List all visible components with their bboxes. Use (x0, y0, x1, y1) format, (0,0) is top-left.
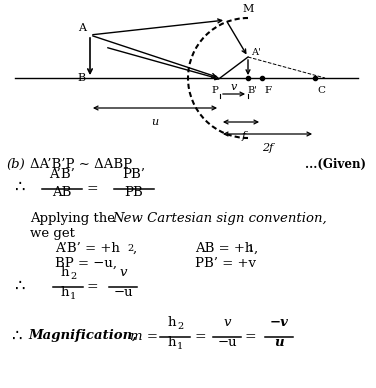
Text: h: h (61, 286, 69, 299)
Text: 1: 1 (70, 292, 76, 301)
Text: −v: −v (270, 316, 288, 329)
Text: ...(Given): ...(Given) (305, 158, 366, 171)
Text: Applying the: Applying the (30, 212, 119, 225)
Text: =: = (245, 330, 257, 344)
Text: u: u (152, 117, 159, 127)
Text: v: v (223, 316, 231, 329)
Text: 2: 2 (177, 322, 183, 331)
Text: h: h (168, 336, 176, 349)
Text: 1: 1 (248, 244, 254, 253)
Text: B: B (78, 73, 86, 83)
Text: 2: 2 (70, 272, 76, 281)
Text: AB: AB (52, 186, 72, 199)
Text: h: h (61, 266, 69, 279)
Text: =: = (194, 330, 206, 344)
Text: v: v (119, 266, 127, 279)
Text: A’B’ = +h: A’B’ = +h (55, 242, 120, 255)
Text: F: F (264, 86, 271, 95)
Text: −u: −u (113, 286, 133, 299)
Text: M: M (242, 4, 254, 14)
Text: =: = (87, 280, 99, 294)
Text: =: = (86, 182, 98, 196)
Text: A: A (78, 23, 86, 33)
Text: P: P (211, 86, 218, 95)
Text: PB’: PB’ (123, 168, 146, 181)
Text: −u: −u (217, 336, 237, 349)
Text: 2: 2 (127, 244, 133, 253)
Text: BP = −u,: BP = −u, (55, 257, 117, 270)
Text: Magnification,: Magnification, (28, 329, 137, 343)
Text: m =: m = (130, 329, 158, 343)
Text: ,: , (254, 242, 258, 255)
Text: C: C (317, 86, 325, 95)
Text: A’B’: A’B’ (49, 168, 75, 181)
Text: f: f (242, 131, 246, 141)
Text: AB = +h: AB = +h (195, 242, 253, 255)
Text: u: u (274, 336, 284, 349)
Text: v: v (231, 82, 237, 92)
Text: B': B' (247, 86, 257, 95)
Text: ∴: ∴ (15, 277, 26, 295)
Text: 2f: 2f (262, 143, 273, 153)
Text: ∴: ∴ (15, 178, 26, 196)
Text: (b): (b) (6, 158, 25, 171)
Text: ∴: ∴ (12, 327, 23, 345)
Text: PB’ = +v: PB’ = +v (195, 257, 256, 270)
Text: we get: we get (30, 227, 75, 240)
Text: h: h (168, 316, 176, 329)
Text: 1: 1 (177, 342, 183, 351)
Text: PB: PB (124, 186, 143, 199)
Text: New Cartesian sign convention,: New Cartesian sign convention, (112, 212, 327, 225)
Text: ,: , (133, 242, 137, 255)
Text: A': A' (251, 48, 261, 57)
Text: ΔA’B’P ∼ ΔABP: ΔA’B’P ∼ ΔABP (30, 158, 132, 171)
